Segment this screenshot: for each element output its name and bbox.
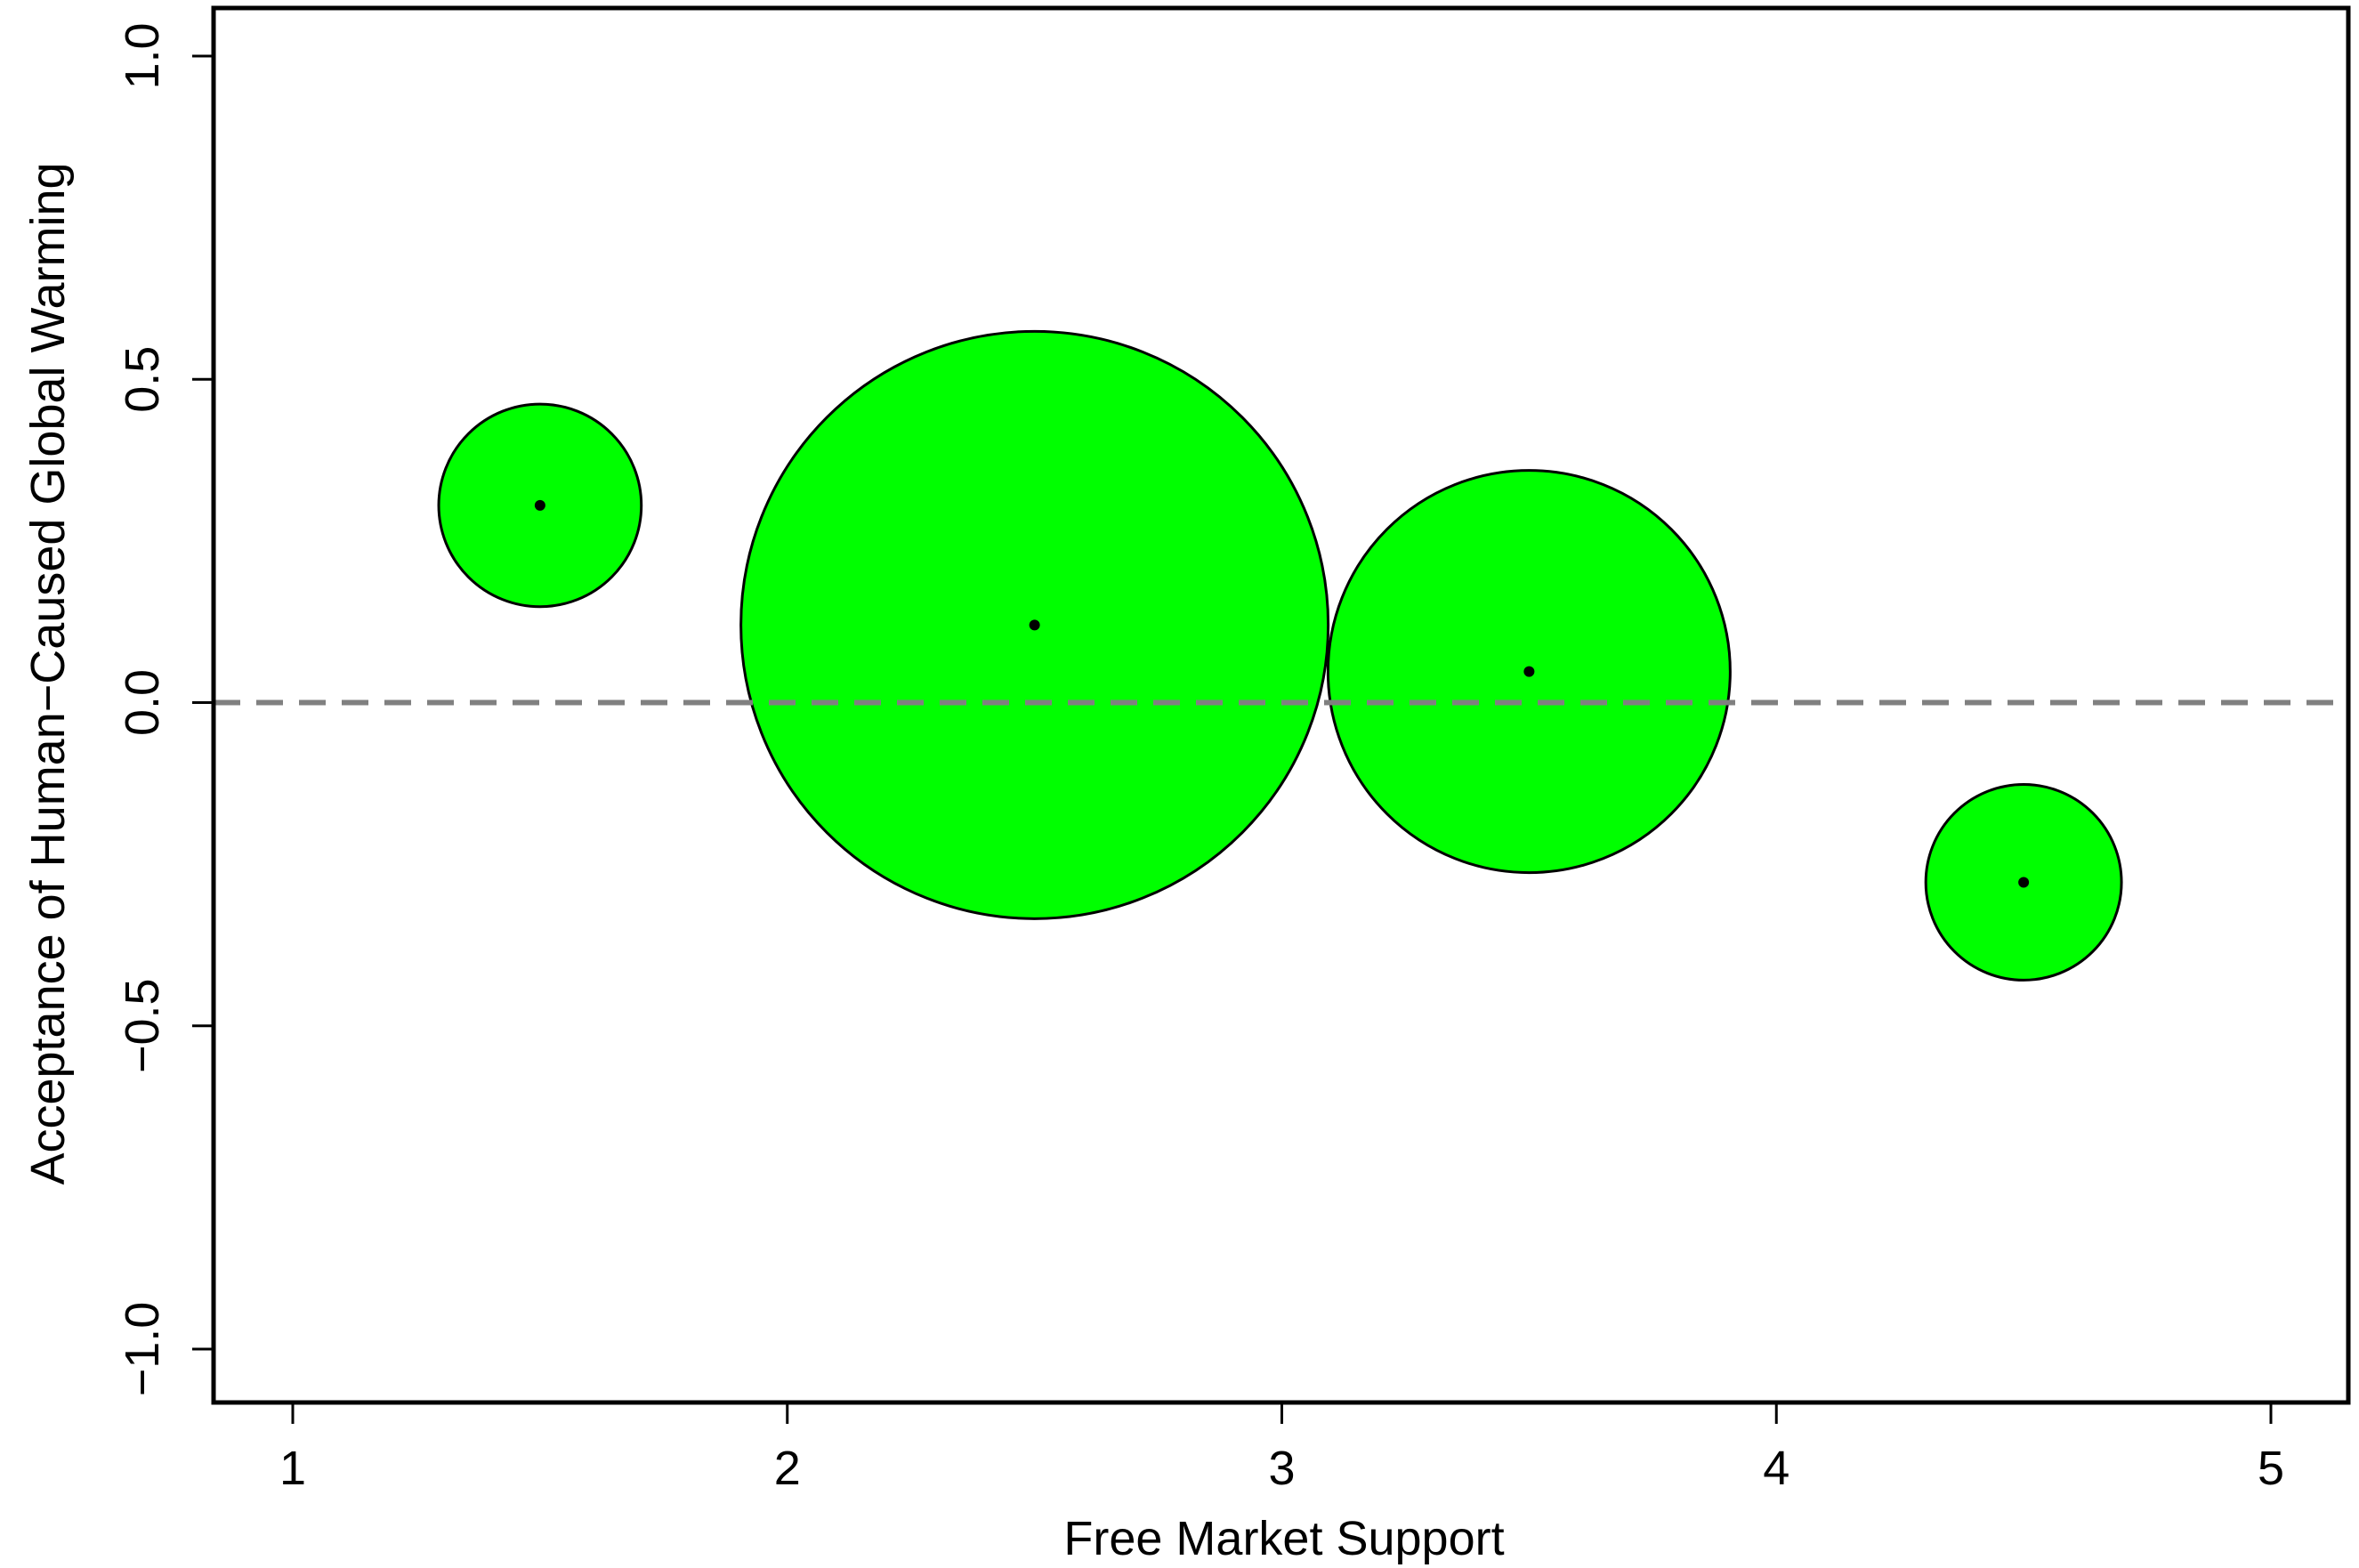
y-tick-label-1: −1.0 (116, 1302, 169, 1397)
x-tick-label-2: 2 (774, 1442, 801, 1495)
x-tick-label-3: 3 (1268, 1442, 1295, 1495)
x-tick-label-4: 4 (1763, 1442, 1789, 1495)
y-tick-label-4: 0.5 (116, 346, 169, 413)
bubble-center-dot-2 (1029, 619, 1040, 631)
bubble-center-dot-3 (1523, 666, 1535, 677)
x-tick-label-5: 5 (2258, 1442, 2284, 1495)
x-tick-label-1: 1 (279, 1442, 306, 1495)
axes: 1 2 3 4 5 −1.0 −0.5 0.0 0.5 1.0 (116, 5, 2351, 1495)
y-tick-label-2: −0.5 (116, 978, 169, 1073)
y-tick-label-5: 1.0 (116, 22, 169, 89)
bubble-center-dot-4 (2018, 877, 2030, 888)
x-axis-title: Free Market Support (1063, 1512, 1504, 1565)
plot-area (214, 329, 2348, 982)
y-axis-title: Acceptance of Human−Caused Global Warmin… (21, 162, 75, 1184)
y-tick-label-3: 0.0 (116, 669, 169, 736)
bubble-center-dot-1 (534, 499, 545, 511)
